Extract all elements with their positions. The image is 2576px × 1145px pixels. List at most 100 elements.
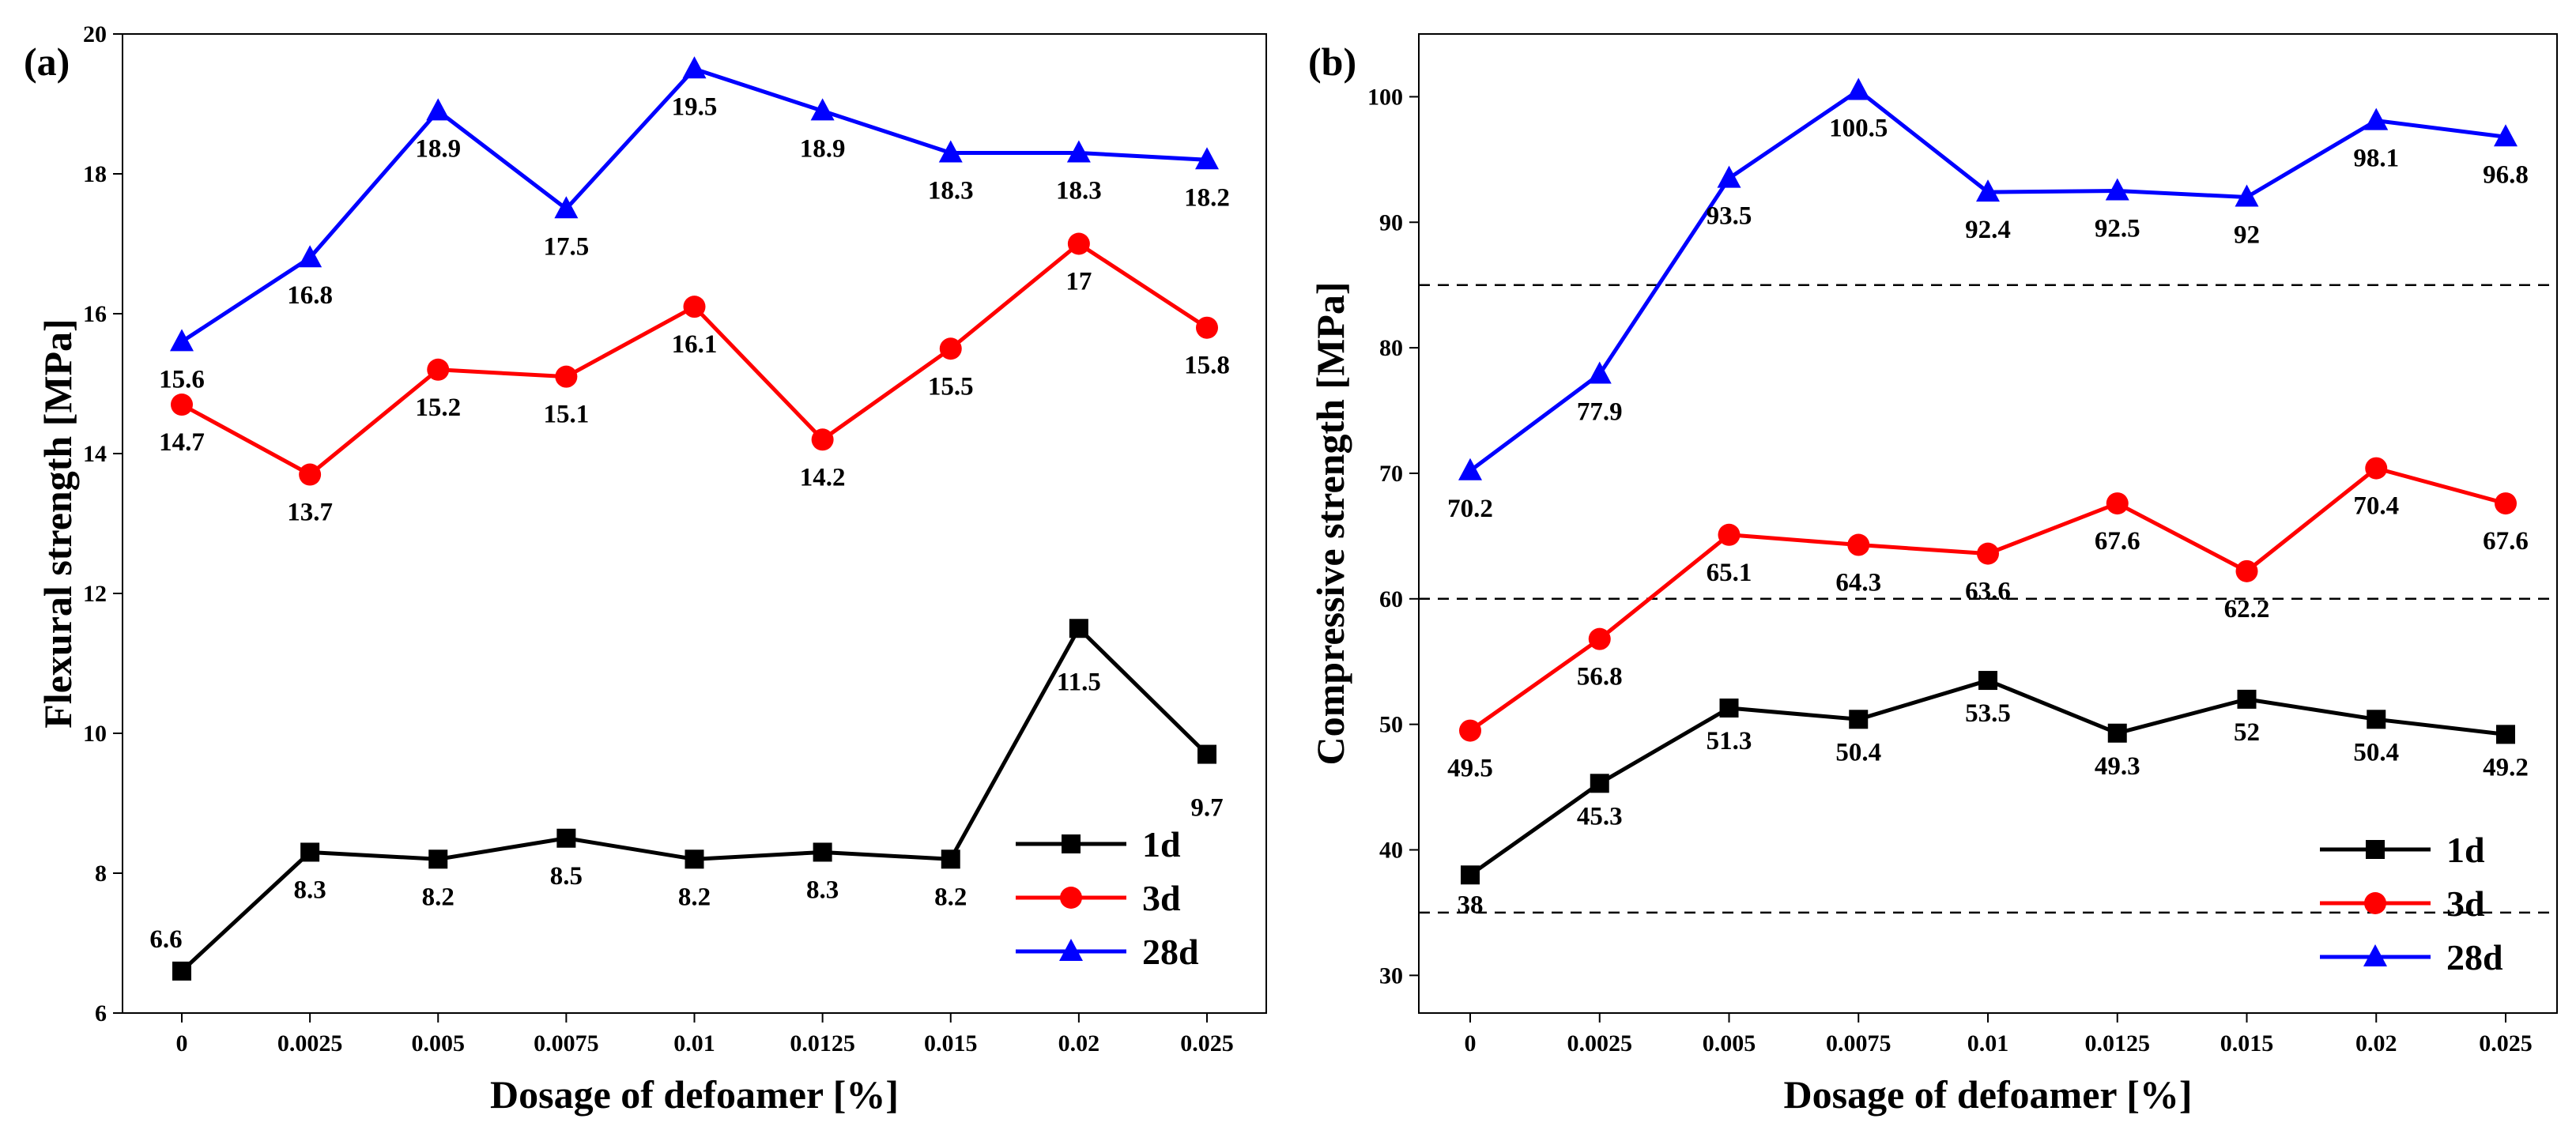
x-tick-label: 0.0125 — [2085, 1030, 2151, 1056]
data-point-3d — [2495, 492, 2517, 515]
legend-marker-28d — [1059, 939, 1083, 961]
data-label-28d: 17.5 — [544, 232, 590, 261]
x-tick-label: 0.0125 — [790, 1030, 855, 1056]
data-point-1d — [2367, 710, 2386, 729]
data-point-28d — [1195, 147, 1219, 170]
data-point-3d — [1718, 523, 1741, 546]
data-label-1d: 8.2 — [934, 883, 967, 911]
data-label-3d: 49.5 — [1447, 755, 1493, 783]
data-point-28d — [1458, 458, 1482, 480]
data-point-28d — [2494, 124, 2518, 147]
data-label-3d: 17 — [1065, 268, 1092, 296]
y-axis-title: Flexural strength [MPa] — [36, 318, 80, 728]
data-label-28d: 92.4 — [1965, 216, 2011, 244]
data-point-28d — [2235, 184, 2259, 207]
x-tick-label: 0.025 — [1180, 1030, 1234, 1056]
data-label-1d: 50.4 — [2353, 738, 2399, 766]
series-line-1d — [180, 626, 1209, 973]
data-label-28d: 92 — [2234, 221, 2260, 250]
y-tick-label: 60 — [1379, 586, 1403, 612]
data-point-1d — [1197, 744, 1216, 764]
data-label-1d: 8.2 — [422, 883, 454, 911]
panel-flexural-strength: 6 8 10 12 14 16 18 20 0 0.0025 0.005 0.0075 0.01 0.01… — [24, 21, 1267, 1117]
data-label-3d: 62.2 — [2224, 595, 2270, 623]
legend-label-28d: 28d — [2446, 937, 2503, 977]
data-label-1d: 8.5 — [550, 862, 583, 891]
series-1d: 6.6 8.3 8.2 8.5 8.2 8.3 8.2 11.5 9.7 — [149, 619, 1224, 981]
legend-marker-1d — [1062, 834, 1081, 853]
panel-label: (b) — [1308, 40, 1356, 84]
series-28d: 70.2 77.9 93.5 100.5 92.4 92.5 92 98.1 96.8 — [1447, 77, 2529, 523]
series-3d: 49.5 56.8 65.1 64.3 63.6 67.6 62.2 70.4 67.6 — [1447, 457, 2529, 783]
data-point-3d — [811, 428, 834, 451]
legend-label-28d: 28d — [1142, 932, 1199, 972]
data-point-28d — [810, 98, 835, 121]
data-label-3d: 67.6 — [2095, 527, 2140, 556]
data-point-1d — [1978, 671, 1997, 691]
data-point-1d — [941, 849, 960, 869]
data-label-3d: 13.7 — [287, 499, 333, 527]
data-point-1d — [2107, 723, 2127, 743]
data-point-1d — [685, 849, 704, 869]
data-point-28d — [170, 329, 194, 352]
data-label-1d: 9.7 — [1190, 794, 1223, 823]
data-label-3d: 15.2 — [415, 394, 461, 422]
data-label-28d: 19.5 — [672, 92, 718, 121]
data-label-1d: 6.6 — [149, 925, 182, 954]
y-tick-label: 8 — [95, 861, 107, 887]
data-point-1d — [1719, 699, 1739, 718]
data-label-3d: 14.2 — [800, 463, 846, 492]
y-tick-label: 100 — [1367, 84, 1403, 110]
data-point-1d — [1590, 774, 1609, 793]
data-point-28d — [2364, 107, 2389, 130]
x-tick-label: 0.02 — [2355, 1030, 2397, 1056]
data-label-3d: 56.8 — [1577, 663, 1623, 691]
series-1d: 38 45.3 51.3 50.4 53.5 49.3 52 50.4 49.2 — [1458, 671, 2529, 919]
data-label-3d: 16.1 — [672, 330, 718, 359]
x-tick-label: 0 — [1465, 1030, 1477, 1056]
data-label-1d: 49.3 — [2095, 752, 2140, 781]
x-axis-title: Dosage of defoamer [%] — [1784, 1072, 2193, 1117]
y-tick-label: 6 — [95, 1000, 107, 1026]
data-point-28d — [938, 140, 963, 163]
y-tick-label: 70 — [1379, 461, 1403, 487]
data-point-28d — [1976, 179, 2000, 202]
legend-label-1d: 1d — [2446, 830, 2485, 870]
data-point-3d — [1459, 719, 1481, 742]
series-3d: 14.7 13.7 15.2 15.1 16.1 14.2 15.5 17 15.8 — [159, 232, 1230, 527]
data-point-3d — [2106, 492, 2129, 515]
x-tick-label: 0.015 — [2220, 1030, 2274, 1056]
data-point-28d — [554, 196, 579, 219]
data-point-28d — [1066, 140, 1091, 163]
data-point-3d — [555, 365, 578, 388]
data-point-3d — [1847, 533, 1870, 556]
legend-label-3d: 3d — [1142, 878, 1181, 918]
data-point-3d — [2365, 457, 2388, 480]
x-tick-label: 0.0025 — [1567, 1030, 1633, 1056]
data-point-28d — [1587, 361, 1612, 384]
data-label-3d: 15.1 — [544, 401, 590, 429]
data-label-1d: 49.2 — [2483, 753, 2529, 782]
data-label-1d: 8.3 — [806, 876, 839, 904]
data-label-28d: 18.9 — [800, 134, 846, 163]
data-label-1d: 53.5 — [1965, 699, 2011, 728]
y-tick-label: 40 — [1379, 838, 1403, 864]
data-point-28d — [682, 56, 707, 79]
legend: 1d 3d 28d — [2320, 830, 2503, 977]
y-axis-title: Compressive strength [MPa] — [1308, 282, 1352, 766]
x-tick-label: 0.0075 — [534, 1030, 599, 1056]
data-label-1d: 38 — [1458, 891, 1484, 919]
data-point-1d — [556, 828, 576, 848]
x-tick-label: 0 — [176, 1030, 188, 1056]
data-label-1d: 51.3 — [1707, 727, 1752, 755]
y-tick-label: 20 — [83, 21, 107, 47]
data-point-1d — [1849, 710, 1869, 729]
data-label-28d: 100.5 — [1829, 114, 1888, 142]
y-tick-label: 30 — [1379, 962, 1403, 989]
x-tick-label: 0.025 — [2479, 1030, 2533, 1056]
data-label-28d: 96.8 — [2483, 160, 2529, 189]
data-point-28d — [298, 245, 322, 268]
data-point-3d — [299, 463, 322, 486]
data-point-1d — [1069, 619, 1088, 638]
